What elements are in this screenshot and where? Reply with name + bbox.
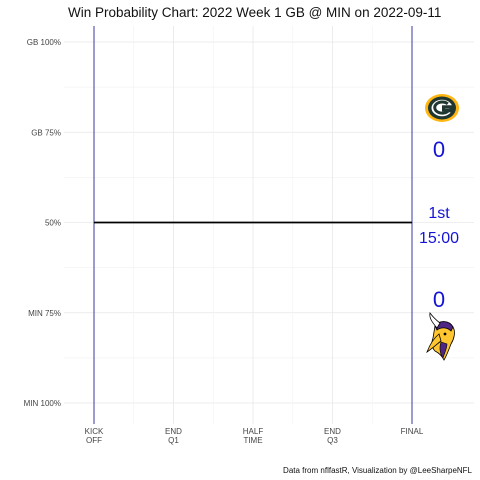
- x-axis: KICK OFF END Q1 HALF TIME END Q3 FINAL: [85, 427, 424, 445]
- chart-caption: Data from nflfastR, Visualization by @Le…: [283, 466, 473, 475]
- min-logo: [426, 312, 455, 361]
- x-tick-label: KICK OFF: [85, 427, 104, 445]
- x-tick-label: END Q3: [324, 427, 341, 445]
- gb-logo: [425, 94, 459, 122]
- away-score: 0: [433, 137, 445, 162]
- y-tick-label: MIN 75%: [28, 309, 61, 318]
- game-quarter: 1st: [428, 205, 450, 222]
- x-tick-label: END Q1: [165, 427, 182, 445]
- game-time: 15:00: [419, 230, 459, 247]
- y-axis: GB 100% GB 75% 50% MIN 75% MIN 100%: [24, 38, 61, 408]
- y-tick-label: GB 100%: [27, 38, 61, 47]
- home-score: 0: [433, 287, 445, 312]
- chart-title: Win Probability Chart: 2022 Week 1 GB @ …: [68, 5, 441, 20]
- y-tick-label: GB 75%: [31, 128, 61, 137]
- bounds: [93, 26, 413, 424]
- x-tick-label: FINAL: [401, 427, 424, 436]
- y-tick-label: MIN 100%: [24, 399, 61, 408]
- y-tick-label: 50%: [45, 219, 61, 228]
- x-tick-label: HALF TIME: [243, 427, 264, 445]
